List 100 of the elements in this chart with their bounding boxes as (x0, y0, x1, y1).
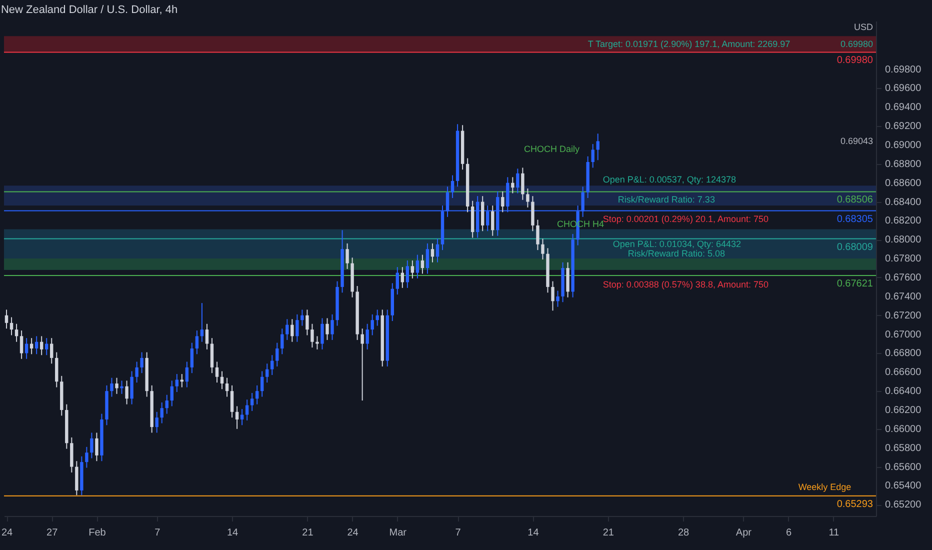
x-tick-label: 14 (528, 528, 540, 538)
candlestick (556, 290, 560, 308)
annotation: Open P&L: 0.00537, Qty: 124378 (602, 174, 736, 185)
y-tick-label: 0.67000 (885, 329, 922, 340)
candlestick (420, 254, 424, 274)
candlestick (115, 377, 118, 394)
y-tick-label: 0.67800 (885, 254, 922, 265)
candlestick (450, 174, 454, 198)
y-tick-label: 0.66200 (885, 404, 922, 416)
candlestick (551, 280, 554, 312)
candlestick (90, 432, 94, 459)
y-tick-label: 0.68000 (885, 234, 922, 246)
candlestick (320, 318, 324, 350)
candlestick (406, 260, 410, 288)
candlestick (30, 338, 34, 355)
candlestick (170, 380, 174, 407)
candlestick (185, 361, 189, 388)
annotation: Open P&L: 0.01034, Qty: 64432 (612, 238, 741, 249)
x-tick-label: Mar (389, 528, 408, 538)
annotation: 0.69980 (840, 39, 873, 49)
x-tick-label: Feb (88, 528, 106, 538)
y-tick-label: 0.65200 (885, 500, 922, 511)
x-tick-label: 6 (786, 528, 792, 538)
y-tick-label: 0.66600 (885, 367, 922, 378)
x-tick-label: 24 (1, 528, 14, 538)
y-tick-label: 0.67400 (885, 291, 922, 302)
candlestick (130, 370, 134, 405)
candlestick (366, 323, 369, 350)
candlestick (511, 176, 514, 194)
candlestick (290, 318, 294, 342)
y-tick-label: 0.69400 (885, 102, 922, 114)
y-tick-label: 0.69800 (885, 64, 922, 76)
candlestick (286, 318, 289, 340)
candlestick (330, 314, 334, 340)
candlestick (230, 384, 234, 418)
candlestick (175, 374, 178, 393)
annotation: CHOCH Daily (524, 144, 580, 154)
candlestick (40, 336, 44, 356)
candlestick (270, 354, 274, 376)
candlestick (155, 411, 158, 434)
annotation: Risk/Reward Ratio: 5.08 (628, 248, 725, 258)
candlestick (205, 323, 209, 350)
x-tick-label: 21 (302, 528, 314, 538)
x-tick-label: 27 (46, 528, 58, 538)
x-tick-label: 14 (226, 528, 239, 538)
candlestick (70, 436, 74, 473)
candlestick (426, 242, 430, 274)
annotation: Weekly Edge (798, 482, 852, 492)
candlestick (125, 380, 128, 405)
candlestick (240, 408, 244, 426)
candlestick (541, 238, 544, 260)
ref-line-label: 0.69980 (836, 55, 874, 66)
x-tick-label: 21 (602, 528, 614, 538)
y-tick-label: 0.68800 (885, 158, 922, 170)
candlestick (396, 266, 400, 296)
candlestick (255, 384, 259, 405)
candlestick (491, 205, 494, 236)
candlestick (44, 338, 48, 356)
y-tick-label: 0.68600 (885, 178, 922, 189)
candlestick (430, 242, 434, 263)
x-tick-label: 7 (455, 528, 462, 538)
candlestick (536, 219, 540, 251)
candlestick (436, 238, 440, 263)
y-tick-label: 0.65600 (885, 462, 922, 473)
candlestick (310, 323, 314, 348)
candlestick (20, 330, 24, 360)
annotation: Stop: 0.00201 (0.29%) 20.1, Amount: 750 (602, 214, 768, 224)
y-tick-label: 0.69000 (885, 140, 922, 151)
candlestick (190, 342, 194, 374)
candlestick (200, 302, 204, 342)
candlestick (276, 342, 279, 367)
annotation: Stop: 0.00388 (0.57%) 38.8, Amount: 750 (602, 280, 768, 290)
candlestick (220, 370, 224, 390)
y-tick-label: 0.67200 (885, 310, 922, 322)
ref-line-label: 0.65293 (836, 498, 874, 510)
ref-line-label: 0.67621 (836, 278, 874, 290)
candlestick (526, 188, 530, 208)
candlestick (75, 460, 78, 496)
y-tick-label: 0.65400 (885, 480, 922, 492)
candlestick (521, 167, 524, 200)
candlestick (566, 262, 570, 298)
y-tick-label: 0.66400 (885, 386, 922, 398)
candlestick (4, 309, 8, 330)
x-tick-label: Apr (736, 528, 752, 538)
y-tick-label: 0.69600 (885, 83, 922, 94)
annotation: T Target: 0.01971 (2.90%) 197.1, Amount: 2269.97 (588, 39, 790, 50)
candlestick (14, 323, 18, 342)
candlestick (85, 446, 88, 468)
candlestick (235, 406, 239, 430)
ref-line-label: 0.68305 (836, 214, 874, 225)
candlestick (360, 328, 364, 402)
candlestick (260, 370, 264, 398)
candlestick (300, 309, 304, 326)
candlestick (410, 260, 414, 279)
candlestick (370, 314, 374, 336)
ref-line-label: 0.68009 (836, 242, 874, 253)
candlestick (306, 309, 309, 336)
candlestick (326, 318, 329, 340)
y-tick-label: 0.66000 (885, 424, 922, 435)
candlestick (250, 392, 254, 412)
